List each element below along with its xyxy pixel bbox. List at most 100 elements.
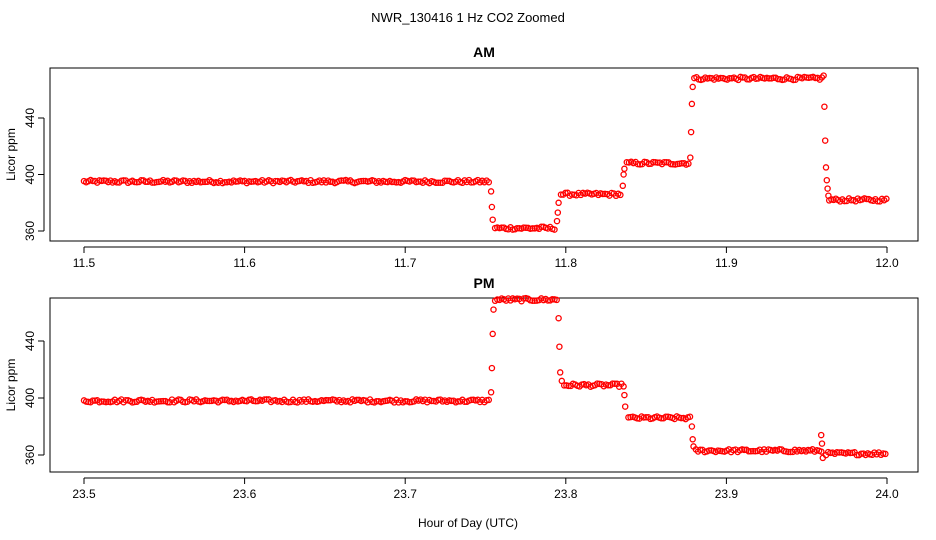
data-point [686,413,694,420]
data-point [726,74,733,82]
data-point [520,224,527,231]
data-point [360,177,367,185]
y-axis-label: Licor ppm [4,128,18,181]
data-point [148,179,156,186]
data-point [522,224,530,232]
data-point [490,306,497,313]
x-tick-label: 11.8 [555,256,578,270]
data-point [428,397,435,405]
data-point [785,448,792,456]
data-point [820,72,827,79]
x-tick-label: 23.7 [394,487,418,501]
data-point [609,380,616,387]
data-point [823,176,831,184]
x-tick-label: 11.9 [715,256,738,270]
data-point [765,75,773,82]
data-point [401,398,409,405]
x-tick-label: 11.5 [73,256,96,270]
data-point [819,454,827,462]
data-point [531,297,538,304]
data-point [199,178,207,186]
data-point [554,209,562,216]
data-point [556,343,563,350]
data-point [749,447,757,455]
data-point [687,128,695,136]
data-point [489,330,496,338]
plot-frame [49,297,919,473]
data-point [551,226,558,233]
panel-title: PM [474,275,495,291]
data-point [824,185,831,192]
data-point [89,397,97,404]
data-point [617,191,624,199]
data-point [817,431,825,439]
data-point [745,448,752,455]
data-point [640,414,648,421]
data-point [883,195,890,203]
x-axis-label: Hour of Day (UTC) [418,516,518,530]
y-tick-label: 440 [23,331,37,351]
data-point [558,377,566,385]
data-point [322,396,330,404]
data-point [620,383,627,390]
data-point [487,188,495,195]
data-point [689,83,696,91]
data-point [882,450,889,458]
am-panel: AM 11.5 11.6 11.7 11.8 11.9 12.0 360 400 440 Licor… [4,44,919,270]
x-tick-label: 23.8 [554,487,578,501]
pm-panel: PM 23.5 23.6 23.7 23.8 23.9 24.0 360 400 440 Licor… [4,275,919,501]
y-tick-label: 360 [23,221,37,241]
data-point [774,75,782,83]
data-point [247,178,255,185]
x-tick-label: 11.6 [233,256,256,270]
data-point [818,448,825,455]
data-point [621,403,629,410]
panel-title: AM [473,44,495,60]
y-tick-label: 360 [23,445,37,465]
data-point [488,364,496,372]
data-point [131,178,138,186]
data-point [488,203,496,211]
x-tick-label: 24.0 [875,487,899,501]
data-point [529,297,536,304]
data-point [621,391,628,399]
data-point [649,158,657,166]
data-point [549,296,556,303]
x-tick-label: 12.0 [875,256,899,270]
data-point [357,177,365,185]
data-point [821,103,828,110]
y-axis-label: Licor ppm [4,359,18,412]
data-points [80,72,890,233]
data-point [441,177,449,184]
data-point [669,161,677,168]
data-point [432,179,440,187]
data-point [272,177,279,185]
data-point [155,398,163,405]
y-tick-label: 400 [23,164,37,184]
data-point [660,158,668,166]
data-point [157,397,165,405]
data-point [821,137,829,144]
data-point [667,160,675,168]
figure-title: NWR_130416 1 Hz CO2 Zoomed [371,10,565,25]
data-point [621,165,628,173]
x-tick-label: 11.7 [394,256,417,270]
data-point [556,369,564,376]
data-point [555,199,562,207]
data-point [203,397,211,405]
data-point [662,413,670,420]
data-point [599,190,607,198]
data-point [373,397,380,405]
data-point [747,447,755,455]
y-tick-label: 440 [23,108,37,128]
data-point [529,225,536,232]
data-point [818,440,826,447]
x-tick-label: 23.5 [72,487,96,501]
data-point [688,100,696,108]
data-point [555,314,562,322]
data-point [513,224,521,232]
data-point [338,177,345,184]
data-point [687,154,694,161]
data-point [261,396,268,403]
